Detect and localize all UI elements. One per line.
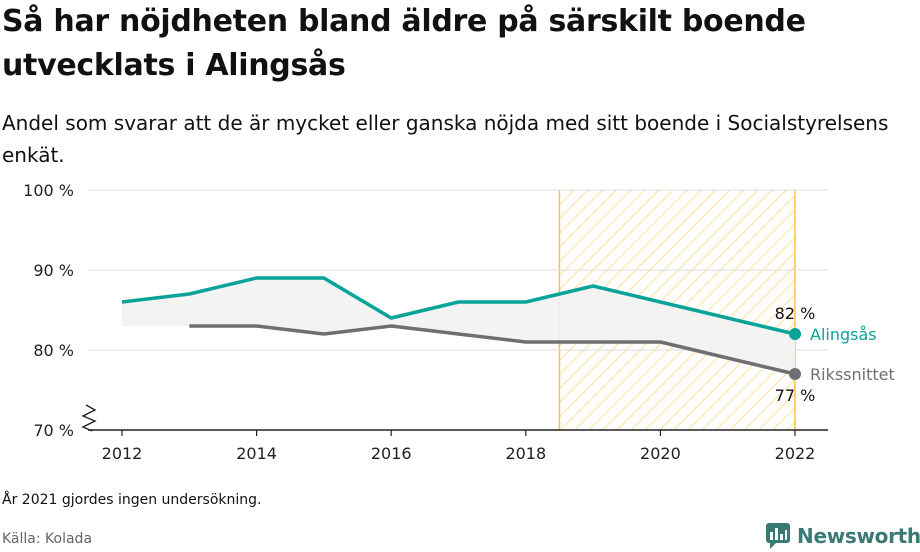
x-tick-label: 2020 bbox=[640, 444, 681, 463]
series-end-point-rikssnittet bbox=[789, 368, 801, 380]
rikssnittet-end-value: 77 % bbox=[775, 386, 816, 405]
y-tick-label: 80 % bbox=[33, 341, 74, 360]
y-tick-label: 90 % bbox=[33, 261, 74, 280]
x-tick-label: 2018 bbox=[505, 444, 546, 463]
x-tick-label: 2012 bbox=[102, 444, 143, 463]
series-end-point-alingsas bbox=[789, 328, 801, 340]
x-tick-label: 2014 bbox=[236, 444, 277, 463]
axis-break-symbol bbox=[81, 404, 97, 432]
series-line-rikssnittet bbox=[189, 324, 796, 376]
chart-source: Källa: Kolada bbox=[2, 531, 93, 547]
newsworthy-logo: Newsworthy bbox=[765, 520, 920, 552]
alingsas-end-value: 82 % bbox=[775, 304, 816, 323]
rikssnittet-series-label: Rikssnittet bbox=[810, 365, 895, 384]
chart-note: År 2021 gjordes ingen undersökning. bbox=[2, 492, 262, 508]
brand-name: Newsworthy bbox=[797, 524, 920, 548]
y-tick-label: 70 % bbox=[33, 421, 74, 440]
chart-title: Så har nöjdheten bland äldre på särskilt… bbox=[2, 4, 806, 83]
y-tick-label: 100 % bbox=[23, 181, 74, 200]
newsworthy-bubble-icon bbox=[766, 523, 790, 549]
chart-subtitle: Andel som svarar att de är mycket eller … bbox=[2, 111, 889, 167]
x-tick-label: 2022 bbox=[775, 444, 816, 463]
series-line-alingsas bbox=[121, 276, 796, 336]
x-tick-label: 2016 bbox=[371, 444, 412, 463]
difference-area bbox=[122, 278, 795, 374]
alingsas-series-label: Alingsås bbox=[810, 325, 877, 344]
